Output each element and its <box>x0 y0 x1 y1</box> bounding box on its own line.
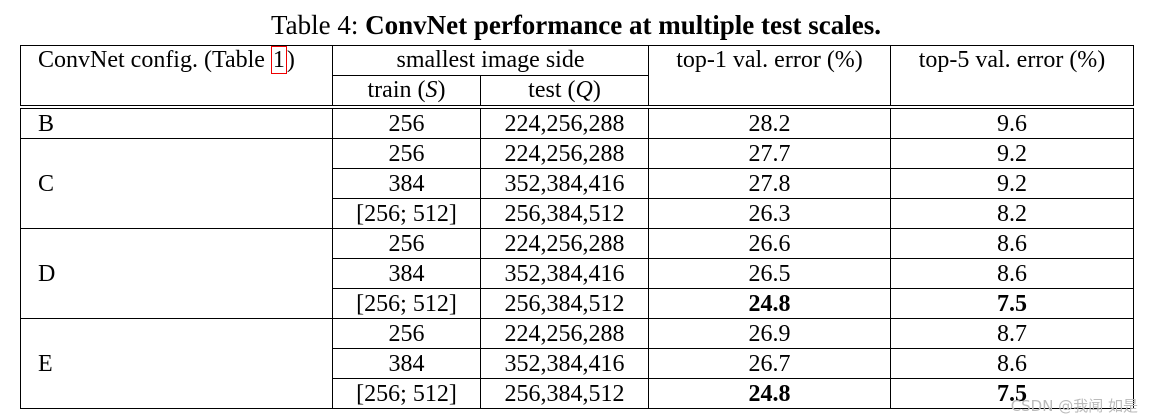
top5-error: 8.2 <box>890 198 1134 229</box>
test-scale: 256,384,512 <box>480 198 649 229</box>
config-header: ConvNet config. (Table 1) <box>20 45 333 109</box>
top1-error: 27.8 <box>648 168 891 199</box>
test-scale: 352,384,416 <box>480 348 649 379</box>
test-scale: 256,384,512 <box>480 378 649 409</box>
table-caption: Table 4: ConvNet performance at multiple… <box>0 8 1152 42</box>
test-header: test (Q) <box>480 75 649 109</box>
top1-error: 28.2 <box>648 107 891 139</box>
top1-error: 26.9 <box>648 318 891 349</box>
top1-error: 24.8 <box>648 378 891 409</box>
top5-error: 8.7 <box>890 318 1134 349</box>
test-scale: 256,384,512 <box>480 288 649 319</box>
top5-error: 8.6 <box>890 348 1134 379</box>
table-body: B 256 224,256,288 28.2 9.6 C 256 224,256,288 27.… <box>20 107 1134 409</box>
table-row: [256; 512] 256,384,512 26.3 8.2 <box>21 198 1134 229</box>
var: S <box>425 77 438 103</box>
text: train ( <box>367 77 426 103</box>
var: Q <box>575 77 593 103</box>
train-scale: [256; 512] <box>332 198 481 229</box>
top5-header: top-5 val. error (%) <box>890 45 1134 109</box>
text: ) <box>592 77 601 103</box>
table-row: D 256 224,256,288 26.6 8.6 <box>20 228 1134 319</box>
config-cell: C <box>20 138 333 229</box>
text: ) <box>286 47 295 73</box>
train-scale: 384 <box>332 168 481 199</box>
train-scale: [256; 512] <box>332 288 481 319</box>
config-cell: B <box>20 107 333 139</box>
top1-error: 26.6 <box>648 228 891 259</box>
text: ConvNet config. (Table <box>38 47 271 73</box>
text: ) <box>437 77 446 103</box>
table-row: [256; 512] 256,384,512 24.8 7.5 <box>21 288 1134 319</box>
top1-error: 24.8 <box>648 288 891 319</box>
table-row: E 256 224,256,288 26.9 8.7 <box>20 318 1134 409</box>
test-scale: 352,384,416 <box>480 258 649 289</box>
table-row: B 256 224,256,288 28.2 9.6 <box>20 107 1134 139</box>
train-scale: 256 <box>332 318 481 349</box>
text: test ( <box>528 77 576 103</box>
top5-error: 9.2 <box>890 168 1134 199</box>
test-scale: 224,256,288 <box>480 107 649 139</box>
test-scale: 224,256,288 <box>480 138 649 169</box>
top1-header: top-1 val. error (%) <box>648 45 891 109</box>
test-scale: 224,256,288 <box>480 318 649 349</box>
top5-error: 7.5 <box>890 378 1134 409</box>
caption-text: ConvNet performance at multiple test sca… <box>365 10 881 40</box>
table-row: [256; 512] 256,384,512 24.8 7.5 <box>21 378 1134 409</box>
train-scale: 256 <box>332 228 481 259</box>
top5-error: 8.6 <box>890 258 1134 289</box>
image-side-header: smallest image side <box>332 45 649 76</box>
caption-label: Table 4: <box>271 10 359 40</box>
table-ref[interactable]: 1 <box>270 46 287 74</box>
top1-error: 27.7 <box>648 138 891 169</box>
test-scale: 352,384,416 <box>480 168 649 199</box>
top5-error: 7.5 <box>890 288 1134 319</box>
table-row: 384 352,384,416 26.5 8.6 <box>21 258 1134 289</box>
train-scale: 384 <box>332 258 481 289</box>
config-cell: E <box>20 318 333 409</box>
train-scale: 256 <box>332 138 481 169</box>
top1-error: 26.7 <box>648 348 891 379</box>
top5-error: 8.6 <box>890 228 1134 259</box>
train-scale: 256 <box>332 107 481 139</box>
results-table: ConvNet config. (Table 1) smallest image… <box>20 45 1134 409</box>
train-scale: [256; 512] <box>332 378 481 409</box>
top5-error: 9.6 <box>890 107 1134 139</box>
top1-error: 26.3 <box>648 198 891 229</box>
table-row: C 256 224,256,288 27.7 9.2 <box>20 138 1134 229</box>
watermark: CSDN @我闻 如是 <box>1010 397 1138 415</box>
table-row: 384 352,384,416 27.8 9.2 <box>21 168 1134 199</box>
train-scale: 384 <box>332 348 481 379</box>
table-header: ConvNet config. (Table 1) smallest image… <box>20 45 1134 109</box>
test-scale: 224,256,288 <box>480 228 649 259</box>
top5-error: 9.2 <box>890 138 1134 169</box>
config-cell: D <box>20 228 333 319</box>
top1-error: 26.5 <box>648 258 891 289</box>
table-row: 384 352,384,416 26.7 8.6 <box>21 348 1134 379</box>
train-header: train (S) <box>332 75 481 109</box>
